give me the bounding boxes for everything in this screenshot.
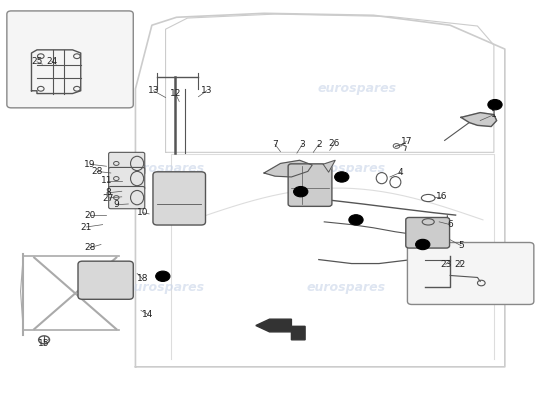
Polygon shape	[461, 113, 497, 126]
Text: 25: 25	[31, 57, 43, 66]
Text: 7: 7	[272, 140, 278, 149]
Text: 5: 5	[458, 241, 464, 250]
Text: 19: 19	[84, 160, 96, 169]
Text: 21: 21	[80, 222, 92, 232]
FancyBboxPatch shape	[109, 186, 145, 209]
Circle shape	[156, 271, 170, 282]
FancyBboxPatch shape	[78, 261, 133, 299]
Text: 20: 20	[84, 210, 96, 220]
Polygon shape	[264, 160, 312, 177]
FancyBboxPatch shape	[288, 164, 332, 206]
Text: 9: 9	[113, 200, 119, 209]
Circle shape	[334, 172, 349, 182]
Text: 13: 13	[201, 86, 212, 95]
Text: 14: 14	[142, 310, 154, 319]
Text: A: A	[493, 102, 497, 107]
FancyBboxPatch shape	[153, 172, 206, 225]
Text: 6: 6	[447, 220, 453, 229]
Text: 27: 27	[102, 194, 114, 202]
Text: C: C	[161, 274, 165, 279]
Text: eurospares: eurospares	[126, 281, 205, 294]
Text: 1: 1	[491, 110, 497, 119]
Text: 28: 28	[84, 243, 96, 252]
Polygon shape	[256, 319, 305, 340]
Text: 12: 12	[170, 89, 181, 98]
Text: 23: 23	[440, 260, 452, 269]
Circle shape	[349, 215, 363, 225]
Text: C: C	[339, 174, 344, 180]
Text: eurospares: eurospares	[306, 162, 386, 175]
Text: eurospares: eurospares	[126, 162, 205, 175]
Circle shape	[294, 186, 308, 197]
FancyBboxPatch shape	[406, 218, 449, 248]
Text: B: B	[420, 242, 425, 247]
Text: 22: 22	[454, 260, 466, 269]
Text: 24: 24	[46, 57, 57, 66]
Text: 13: 13	[148, 86, 160, 95]
Text: 10: 10	[137, 208, 148, 217]
Text: 17: 17	[400, 137, 412, 146]
Text: A: A	[298, 189, 303, 194]
Text: 3: 3	[300, 140, 305, 149]
Text: 15: 15	[39, 338, 50, 348]
Polygon shape	[323, 160, 335, 172]
Text: 11: 11	[101, 176, 113, 186]
Circle shape	[416, 239, 430, 250]
FancyBboxPatch shape	[7, 11, 133, 108]
Text: 4: 4	[398, 168, 404, 177]
FancyBboxPatch shape	[109, 168, 145, 190]
Text: 8: 8	[105, 188, 111, 197]
Text: eurospares: eurospares	[317, 82, 397, 95]
Circle shape	[488, 100, 502, 110]
FancyBboxPatch shape	[408, 242, 534, 304]
Text: 16: 16	[436, 192, 448, 201]
Text: eurospares: eurospares	[306, 281, 386, 294]
Text: 28: 28	[91, 167, 103, 176]
Text: 26: 26	[328, 139, 340, 148]
Text: 18: 18	[137, 274, 148, 283]
FancyBboxPatch shape	[109, 152, 145, 174]
Text: 2: 2	[316, 140, 322, 149]
Text: B: B	[354, 217, 359, 222]
